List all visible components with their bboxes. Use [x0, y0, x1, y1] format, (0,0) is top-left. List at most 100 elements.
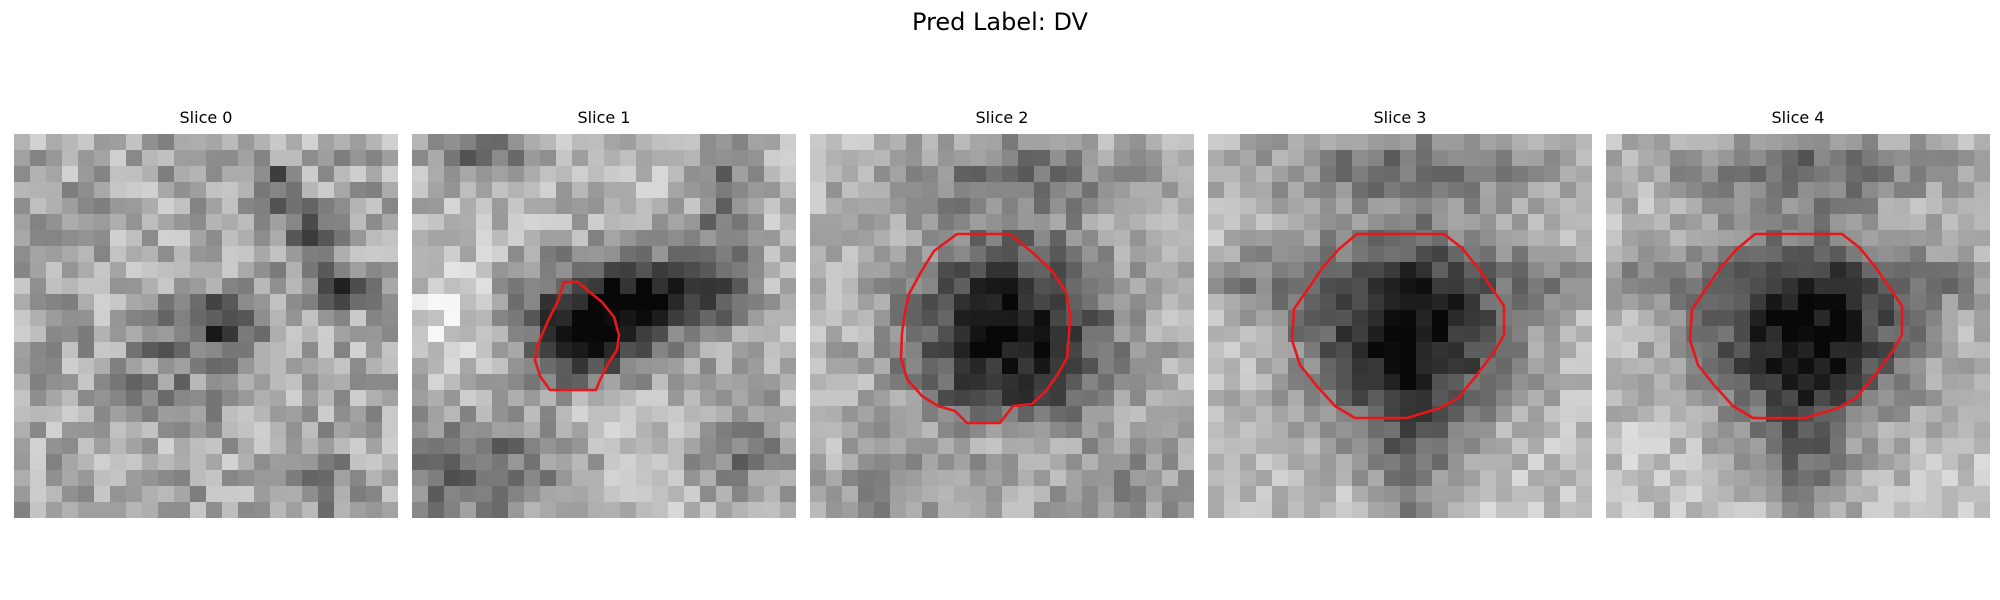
image-pixel	[938, 246, 955, 263]
image-pixel	[460, 198, 477, 215]
image-pixel	[1400, 454, 1417, 471]
image-pixel	[1686, 390, 1703, 407]
image-pixel	[382, 214, 398, 231]
image-pixel	[286, 342, 303, 359]
image-pixel	[1162, 390, 1179, 407]
image-pixel	[684, 374, 701, 391]
image-pixel	[1464, 230, 1481, 247]
image-pixel	[142, 342, 159, 359]
image-pixel	[572, 486, 589, 503]
image-pixel	[350, 390, 367, 407]
image-pixel	[1288, 406, 1305, 423]
image-pixel	[206, 182, 223, 199]
image-pixel	[1002, 326, 1019, 343]
image-pixel	[922, 374, 939, 391]
image-pixel	[1544, 230, 1561, 247]
image-pixel	[652, 278, 669, 295]
image-pixel	[1448, 486, 1465, 503]
image-pixel	[1830, 358, 1847, 375]
image-pixel	[1256, 246, 1273, 263]
image-pixel	[444, 294, 461, 311]
image-pixel	[922, 422, 939, 439]
image-pixel	[412, 454, 429, 471]
image-pixel	[1496, 454, 1513, 471]
image-pixel	[46, 278, 63, 295]
image-pixel	[1082, 374, 1099, 391]
image-pixel	[126, 374, 143, 391]
image-pixel	[1878, 198, 1895, 215]
image-pixel	[1416, 374, 1433, 391]
image-pixel	[826, 374, 843, 391]
image-pixel	[954, 326, 971, 343]
image-pixel	[1114, 438, 1131, 455]
image-pixel	[1464, 406, 1481, 423]
image-pixel	[62, 246, 79, 263]
image-pixel	[716, 342, 733, 359]
image-pixel	[1130, 326, 1147, 343]
image-pixel	[206, 294, 223, 311]
image-pixel	[286, 502, 303, 518]
image-pixel	[1670, 182, 1687, 199]
image-pixel	[1384, 230, 1401, 247]
image-pixel	[238, 278, 255, 295]
image-pixel	[1798, 374, 1815, 391]
image-pixel	[1512, 310, 1529, 327]
image-pixel	[1368, 134, 1385, 151]
image-pixel	[62, 374, 79, 391]
image-pixel	[1606, 294, 1623, 311]
image-pixel	[142, 166, 159, 183]
image-pixel	[190, 486, 207, 503]
image-pixel	[30, 486, 47, 503]
image-pixel	[1082, 454, 1099, 471]
image-pixel	[222, 134, 239, 151]
image-pixel	[1336, 278, 1353, 295]
image-pixel	[1846, 502, 1863, 518]
image-pixel	[1926, 150, 1943, 167]
image-pixel	[540, 374, 557, 391]
image-pixel	[1734, 326, 1751, 343]
image-pixel	[1130, 502, 1147, 518]
image-pixel	[142, 214, 159, 231]
image-pixel	[938, 486, 955, 503]
image-pixel	[1622, 134, 1639, 151]
image-pixel	[1638, 422, 1655, 439]
image-pixel	[1448, 150, 1465, 167]
image-pixel	[652, 230, 669, 247]
image-pixel	[1162, 470, 1179, 487]
image-pixel	[1368, 374, 1385, 391]
image-pixel	[986, 358, 1003, 375]
image-pixel	[1336, 470, 1353, 487]
image-pixel	[922, 198, 939, 215]
image-pixel	[986, 278, 1003, 295]
image-pixel	[604, 310, 621, 327]
image-pixel	[1798, 182, 1815, 199]
image-pixel	[428, 454, 445, 471]
image-pixel	[636, 342, 653, 359]
image-pixel	[62, 278, 79, 295]
image-pixel	[334, 342, 351, 359]
image-pixel	[1686, 198, 1703, 215]
image-pixel	[1208, 198, 1225, 215]
image-pixel	[572, 294, 589, 311]
image-pixel	[986, 342, 1003, 359]
image-pixel	[1782, 246, 1799, 263]
image-pixel	[1606, 342, 1623, 359]
image-pixel	[1432, 486, 1449, 503]
image-pixel	[1034, 470, 1051, 487]
image-pixel	[270, 198, 287, 215]
image-pixel	[1146, 150, 1163, 167]
image-pixel	[1560, 134, 1577, 151]
image-pixel	[30, 230, 47, 247]
image-pixel	[1368, 278, 1385, 295]
image-pixel	[1034, 310, 1051, 327]
image-pixel	[476, 470, 493, 487]
image-pixel	[588, 406, 605, 423]
image-pixel	[1798, 310, 1815, 327]
image-pixel	[874, 134, 891, 151]
image-pixel	[1400, 150, 1417, 167]
slice-title: Slice 3	[1373, 108, 1427, 127]
image-pixel	[444, 422, 461, 439]
image-pixel	[222, 486, 239, 503]
slice-title: Slice 4	[1771, 108, 1825, 127]
image-pixel	[334, 438, 351, 455]
